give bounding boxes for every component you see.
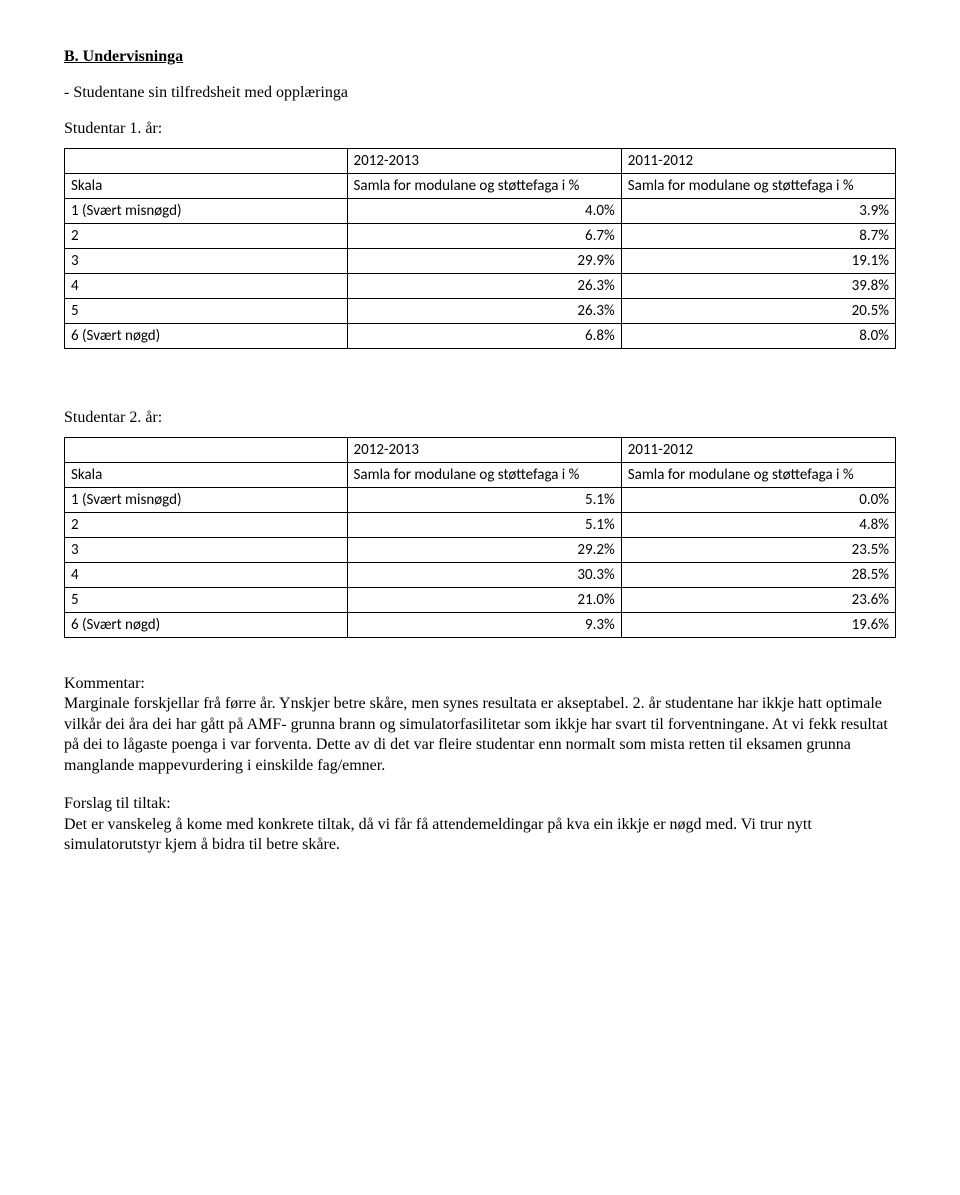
- table-row: 5 21.0% 23.6%: [65, 588, 896, 613]
- cell-value: 23.6%: [621, 588, 895, 613]
- header-year: 2011-2012: [621, 438, 895, 463]
- cell-value: 8.0%: [621, 324, 895, 349]
- cell-value: 39.8%: [621, 274, 895, 299]
- scale-header: Skala: [65, 174, 348, 199]
- table-row: 3 29.9% 19.1%: [65, 249, 896, 274]
- scale-label: 4: [65, 563, 348, 588]
- table1-period-label: Studentar 1. år:: [64, 120, 896, 138]
- scale-label: 1 (Svært misnøgd): [65, 199, 348, 224]
- table-row: 2 6.7% 8.7%: [65, 224, 896, 249]
- kommentar-label: Kommentar:: [64, 675, 145, 692]
- table-row: 4 26.3% 39.8%: [65, 274, 896, 299]
- table-year1: 2012-2013 2011-2012 Skala Samla for modu…: [64, 148, 896, 349]
- cell-value: 19.1%: [621, 249, 895, 274]
- cell-value: 4.8%: [621, 513, 895, 538]
- table-row: 1 (Svært misnøgd) 5.1% 0.0%: [65, 488, 896, 513]
- cell-value: 19.6%: [621, 613, 895, 638]
- cell-value: 5.1%: [347, 513, 621, 538]
- header-year: 2012-2013: [347, 149, 621, 174]
- header-year: 2011-2012: [621, 149, 895, 174]
- table-row: 2012-2013 2011-2012: [65, 438, 896, 463]
- cell-value: 3.9%: [621, 199, 895, 224]
- cell-value: 8.7%: [621, 224, 895, 249]
- tiltak-label: Forslag til tiltak:: [64, 795, 171, 812]
- tiltak-block: Forslag til tiltak: Det er vanskeleg å k…: [64, 794, 896, 855]
- table-row: 6 (Svært nøgd) 9.3% 19.6%: [65, 613, 896, 638]
- cell-value: 29.2%: [347, 538, 621, 563]
- cell-value: 30.3%: [347, 563, 621, 588]
- scale-label: 3: [65, 538, 348, 563]
- header-empty: [65, 149, 348, 174]
- cell-value: 5.1%: [347, 488, 621, 513]
- table-row: Skala Samla for modulane og støttefaga i…: [65, 463, 896, 488]
- section-heading: B. Undervisninga: [64, 48, 896, 66]
- cell-value: 6.8%: [347, 324, 621, 349]
- scale-label: 2: [65, 224, 348, 249]
- cell-value: 29.9%: [347, 249, 621, 274]
- table2-period-label: Studentar 2. år:: [64, 409, 896, 427]
- metric-header: Samla for modulane og støttefaga i %: [347, 174, 621, 199]
- cell-value: 26.3%: [347, 299, 621, 324]
- metric-header: Samla for modulane og støttefaga i %: [621, 463, 895, 488]
- table-row: 6 (Svært nøgd) 6.8% 8.0%: [65, 324, 896, 349]
- table-row: 2012-2013 2011-2012: [65, 149, 896, 174]
- scale-label: 5: [65, 588, 348, 613]
- scale-label: 4: [65, 274, 348, 299]
- table-row: Skala Samla for modulane og støttefaga i…: [65, 174, 896, 199]
- scale-label: 6 (Svært nøgd): [65, 613, 348, 638]
- scale-label: 5: [65, 299, 348, 324]
- subheading: - Studentane sin tilfredsheit med opplær…: [64, 84, 896, 102]
- cell-value: 9.3%: [347, 613, 621, 638]
- table-row: 1 (Svært misnøgd) 4.0% 3.9%: [65, 199, 896, 224]
- cell-value: 0.0%: [621, 488, 895, 513]
- cell-value: 21.0%: [347, 588, 621, 613]
- metric-header: Samla for modulane og støttefaga i %: [347, 463, 621, 488]
- header-year: 2012-2013: [347, 438, 621, 463]
- kommentar-block: Kommentar: Marginale forskjellar frå før…: [64, 674, 896, 776]
- scale-label: 3: [65, 249, 348, 274]
- table-row: 4 30.3% 28.5%: [65, 563, 896, 588]
- scale-label: 6 (Svært nøgd): [65, 324, 348, 349]
- kommentar-text: Marginale forskjellar frå førre år. Ynsk…: [64, 695, 888, 773]
- table-row: 5 26.3% 20.5%: [65, 299, 896, 324]
- header-empty: [65, 438, 348, 463]
- cell-value: 23.5%: [621, 538, 895, 563]
- cell-value: 26.3%: [347, 274, 621, 299]
- metric-header: Samla for modulane og støttefaga i %: [621, 174, 895, 199]
- scale-header: Skala: [65, 463, 348, 488]
- cell-value: 6.7%: [347, 224, 621, 249]
- tiltak-text: Det er vanskeleg å kome med konkrete til…: [64, 816, 812, 853]
- cell-value: 20.5%: [621, 299, 895, 324]
- cell-value: 4.0%: [347, 199, 621, 224]
- table-row: 2 5.1% 4.8%: [65, 513, 896, 538]
- scale-label: 2: [65, 513, 348, 538]
- table-row: 3 29.2% 23.5%: [65, 538, 896, 563]
- table-year2: 2012-2013 2011-2012 Skala Samla for modu…: [64, 437, 896, 638]
- cell-value: 28.5%: [621, 563, 895, 588]
- scale-label: 1 (Svært misnøgd): [65, 488, 348, 513]
